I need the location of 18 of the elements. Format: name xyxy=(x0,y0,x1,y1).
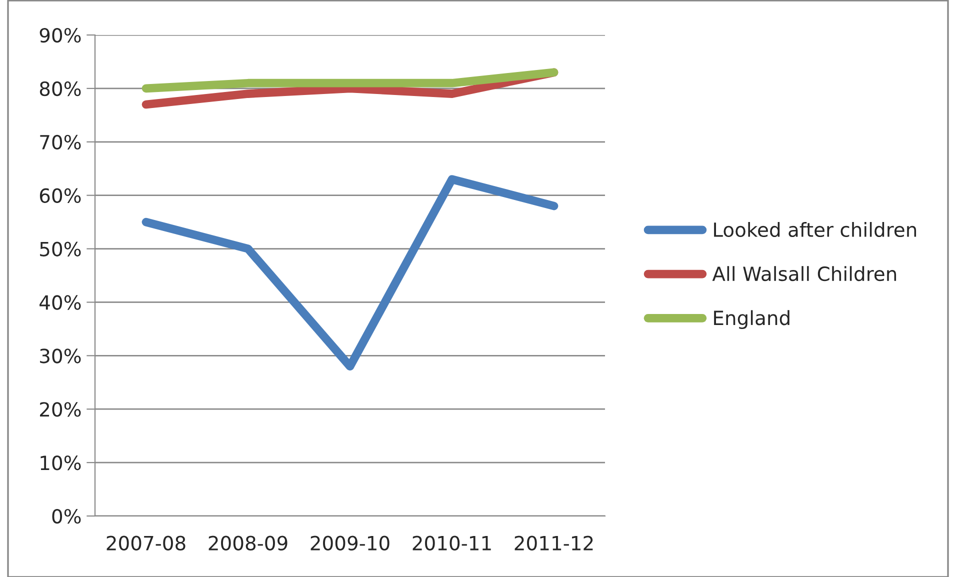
y-tick-label: 30% xyxy=(40,348,81,364)
y-tick-label: 10% xyxy=(40,456,81,470)
x-tick-label: 2008-09 xyxy=(208,536,288,550)
y-tick-label: 80% xyxy=(40,81,81,96)
x-tick-label: 2007-08 xyxy=(106,536,186,550)
y-tick-label: 50% xyxy=(40,242,81,256)
x-tick-label: 2011-12 xyxy=(514,536,593,550)
legend-label: Looked after children xyxy=(714,222,916,238)
y-tick-label: 70% xyxy=(40,134,81,150)
y-tick-label: 60% xyxy=(40,188,81,203)
y-tick-label: 20% xyxy=(40,402,81,417)
y-tick-label: 90% xyxy=(40,28,81,43)
x-tick-label: 2010-11 xyxy=(412,536,491,550)
x-tick-label: 2009-10 xyxy=(310,536,390,550)
legend-label: All Walsall Children xyxy=(712,266,896,282)
y-tick-label: 0% xyxy=(52,508,81,524)
legend-label: England xyxy=(714,310,790,330)
y-tick-label: 40% xyxy=(40,295,81,310)
